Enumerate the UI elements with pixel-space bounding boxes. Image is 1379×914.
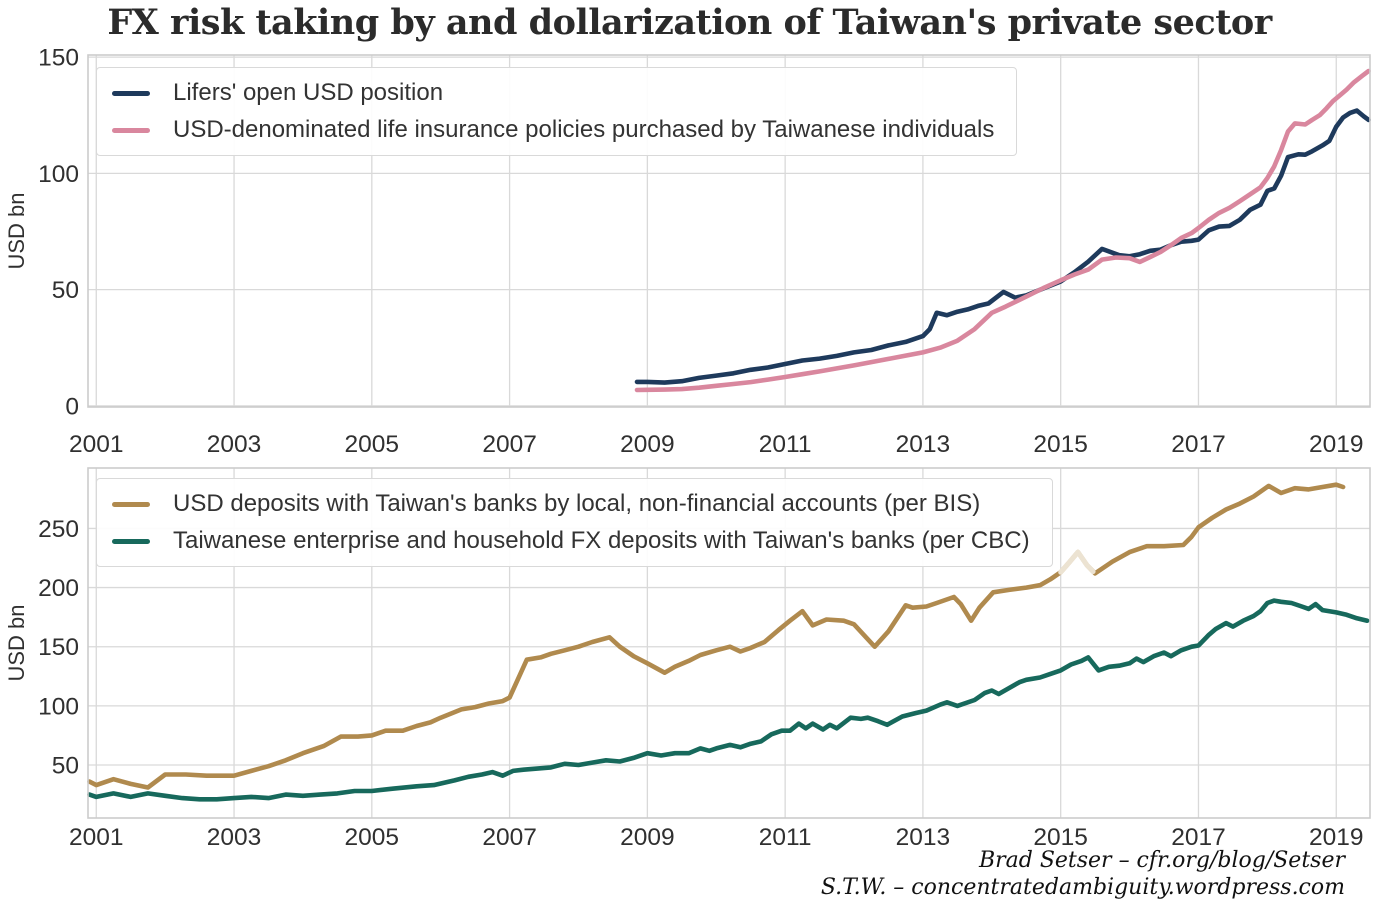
legend-entry: USD-denominated life insurance policies …: [112, 116, 994, 144]
legend-label: Taiwanese enterprise and household FX de…: [173, 527, 1030, 554]
x-tick-label: 2013: [896, 431, 951, 458]
page-title: FX risk taking by and dollarization of T…: [107, 2, 1272, 43]
legend-line-swatch: [112, 127, 150, 133]
x-tick-label: 2005: [345, 431, 400, 458]
legend-entry: USD deposits with Taiwan's banks by loca…: [112, 490, 1030, 518]
legend-entry: Taiwanese enterprise and household FX de…: [112, 527, 1030, 555]
series-line-top-1: [634, 68, 1371, 393]
x-tick-label: 2003: [207, 824, 262, 851]
y-tick-label: 250: [38, 516, 79, 543]
x-tick-label: 2011: [759, 824, 812, 851]
y-tick-label: 150: [38, 45, 79, 72]
y-tick-label: 100: [38, 161, 79, 188]
plot-border: [87, 467, 1371, 819]
x-tick-label: 2019: [1309, 824, 1364, 851]
x-tick-label: 2017: [1171, 824, 1226, 851]
x-tick-label: 2001: [69, 431, 124, 458]
credits: Brad Setser – cfr.org/blog/Setser S.T.W.…: [821, 848, 1345, 901]
legend-label: Lifers' open USD position: [173, 79, 444, 106]
credit-line-author: Brad Setser – cfr.org/blog/Setser: [978, 848, 1345, 873]
legend-bottom-chart: USD deposits with Taiwan's banks by loca…: [96, 478, 1053, 567]
legend-label: USD deposits with Taiwan's banks by loca…: [173, 490, 981, 517]
series-line-bottom-1: [87, 598, 1370, 802]
legend-line-swatch: [112, 501, 150, 507]
x-tick-label: 2007: [482, 431, 537, 458]
y-tick-label: 100: [38, 693, 79, 720]
y-tick-label: 0: [65, 393, 79, 420]
x-tick-label: 2009: [620, 431, 675, 458]
x-tick-label: 2003: [207, 431, 262, 458]
plot-border: [87, 54, 1371, 408]
series-line-bottom-0: [87, 482, 1346, 790]
y-tick-label: 50: [52, 753, 79, 780]
x-tick-label: 2017: [1171, 431, 1226, 458]
x-tick-label: 2007: [482, 824, 537, 851]
legend-top-chart: Lifers' open USD position USD-denominated…: [96, 67, 1018, 156]
x-tick-label: 2015: [1033, 824, 1088, 851]
y-tick-label: 200: [38, 575, 79, 602]
y-tick-label: 50: [52, 277, 79, 304]
y-axis-title: USD bn: [4, 192, 29, 269]
x-tick-label: 2009: [620, 824, 675, 851]
x-tick-label: 2013: [896, 824, 951, 851]
legend-line-swatch: [112, 90, 150, 96]
highlight-spike-segment: [1058, 549, 1096, 575]
x-tick-label: 2019: [1309, 431, 1364, 458]
y-axis-title: USD bn: [4, 604, 29, 681]
x-tick-label: 2005: [345, 824, 400, 851]
series-line-top-0: [634, 108, 1371, 385]
x-tick-label: 2011: [759, 431, 812, 458]
legend-label: USD-denominated life insurance policies …: [173, 116, 995, 143]
y-tick-label: 150: [38, 634, 79, 661]
x-tick-label: 2001: [69, 824, 124, 851]
legend-entry: Lifers' open USD position: [112, 79, 994, 107]
legend-line-swatch: [112, 538, 150, 544]
x-tick-label: 2015: [1033, 431, 1088, 458]
credit-line-source: S.T.W. – concentratedambiguity.wordpress…: [820, 874, 1345, 900]
